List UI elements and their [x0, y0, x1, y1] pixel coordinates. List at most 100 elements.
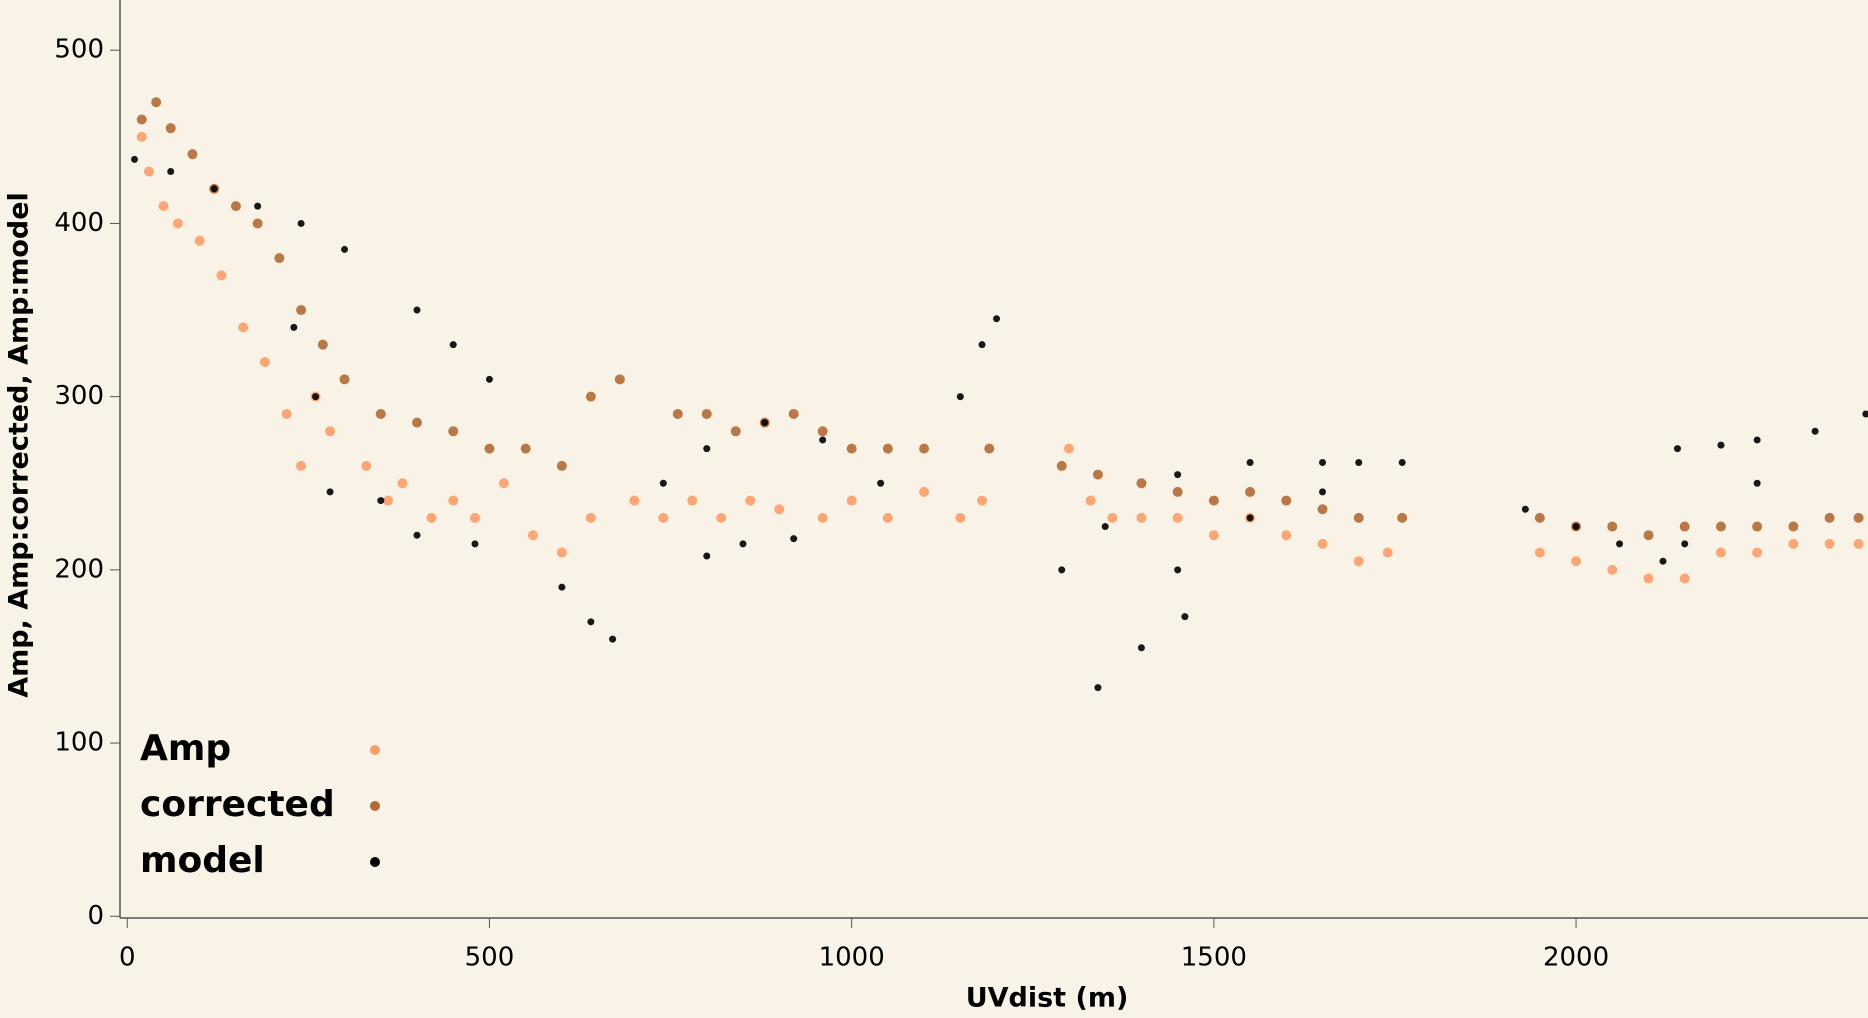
point [1136, 512, 1147, 523]
point [1752, 521, 1763, 532]
point [167, 167, 175, 175]
point [1752, 547, 1763, 558]
point [817, 512, 828, 523]
point [1681, 540, 1689, 548]
point [448, 426, 459, 437]
point [1063, 443, 1074, 454]
legend-marker [370, 857, 380, 867]
point [485, 375, 493, 383]
y-axis-label: Amp, Amp:corrected, Amp:model [4, 192, 35, 698]
y-tick-label: 500 [54, 35, 104, 65]
point [317, 339, 328, 350]
point [1092, 469, 1103, 480]
point [325, 426, 336, 437]
point [609, 635, 617, 643]
point [1137, 644, 1145, 652]
legend-marker [370, 801, 380, 811]
point [877, 479, 885, 487]
point [1094, 684, 1102, 692]
legend-label: model [140, 840, 265, 881]
point [326, 488, 334, 496]
point [136, 131, 147, 142]
point [172, 218, 183, 229]
point [1572, 523, 1580, 531]
point [1382, 547, 1393, 558]
point [846, 443, 857, 454]
point [556, 460, 567, 471]
point [297, 219, 305, 227]
point [1107, 512, 1118, 523]
point [296, 460, 307, 471]
point [1607, 521, 1618, 532]
point [703, 445, 711, 453]
point [1281, 530, 1292, 541]
point [585, 391, 596, 402]
point [1862, 410, 1868, 418]
x-tick-label: 2000 [1543, 943, 1609, 973]
point [745, 495, 756, 506]
point [230, 201, 241, 212]
point [1208, 495, 1219, 506]
point [281, 408, 292, 419]
point [341, 245, 349, 253]
x-axis-label: UVdist (m) [966, 983, 1129, 1014]
point [375, 408, 386, 419]
point [1521, 505, 1529, 513]
point [1753, 436, 1761, 444]
point [1319, 458, 1327, 466]
point [1181, 613, 1189, 621]
point [703, 552, 711, 560]
point [1058, 566, 1066, 574]
point [1353, 512, 1364, 523]
point [790, 535, 798, 543]
point [158, 201, 169, 212]
point [658, 512, 669, 523]
point [377, 497, 385, 505]
point [151, 97, 162, 108]
point [716, 512, 727, 523]
point [252, 218, 263, 229]
point [1811, 427, 1819, 435]
point [1643, 530, 1654, 541]
point [614, 374, 625, 385]
point [361, 460, 372, 471]
point [919, 443, 930, 454]
point [194, 235, 205, 246]
point [1353, 556, 1364, 567]
legend-label: corrected [140, 784, 335, 825]
point [1281, 495, 1292, 506]
point [383, 495, 394, 506]
x-tick-label: 500 [465, 943, 515, 973]
point [1174, 471, 1182, 479]
point [1788, 521, 1799, 532]
point [1319, 488, 1327, 496]
point [587, 618, 595, 626]
y-tick-label: 100 [54, 728, 104, 758]
point [978, 341, 986, 349]
point [1085, 495, 1096, 506]
point [143, 166, 154, 177]
point [471, 540, 479, 548]
x-tick-label: 1000 [819, 943, 885, 973]
point [1245, 486, 1256, 497]
point [274, 253, 285, 264]
point [1853, 512, 1864, 523]
point [339, 374, 350, 385]
point [290, 323, 298, 331]
point [397, 478, 408, 489]
y-tick-label: 0 [87, 901, 104, 931]
point [730, 426, 741, 437]
point [1056, 460, 1067, 471]
point [1317, 538, 1328, 549]
point [136, 114, 147, 125]
y-tick-label: 200 [54, 554, 104, 584]
point [585, 512, 596, 523]
point [1398, 458, 1406, 466]
point [1355, 458, 1363, 466]
point [216, 270, 227, 281]
point [1397, 512, 1408, 523]
x-tick-label: 1500 [1181, 943, 1247, 973]
point [882, 443, 893, 454]
